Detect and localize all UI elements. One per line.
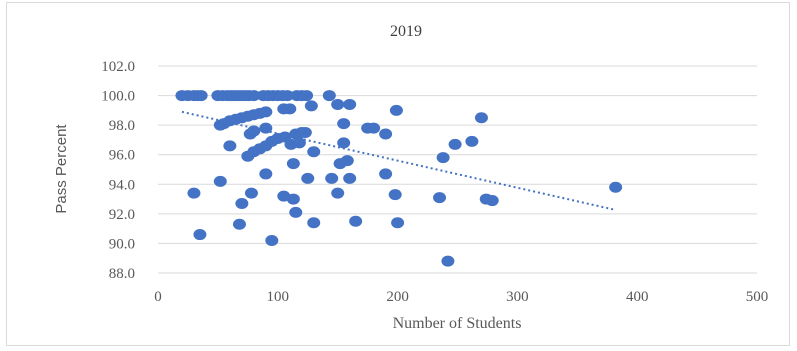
data-point bbox=[286, 158, 300, 170]
y-tick-label: 88.0 bbox=[109, 266, 135, 282]
data-point bbox=[304, 100, 318, 112]
data-point bbox=[609, 181, 623, 193]
data-point bbox=[193, 229, 207, 241]
x-tick-label: 300 bbox=[506, 289, 529, 305]
data-point bbox=[388, 189, 402, 201]
data-point bbox=[259, 168, 273, 180]
trendline-line bbox=[181, 110, 614, 211]
data-point bbox=[277, 103, 291, 115]
data-point bbox=[292, 137, 306, 149]
data-point bbox=[343, 98, 357, 110]
y-tick-label: 102.0 bbox=[101, 59, 135, 75]
data-point bbox=[436, 152, 450, 164]
y-axis-title: Pass Percent bbox=[53, 124, 70, 214]
data-point bbox=[243, 128, 257, 140]
data-point bbox=[286, 193, 300, 205]
data-point bbox=[367, 122, 381, 134]
x-tick-label: 500 bbox=[746, 289, 769, 305]
data-point bbox=[280, 90, 294, 102]
x-tick-label: 400 bbox=[626, 289, 649, 305]
x-tick-label: 200 bbox=[386, 289, 409, 305]
data-point bbox=[194, 90, 208, 102]
data-point bbox=[433, 192, 447, 204]
x-tick-label: 0 bbox=[154, 289, 162, 305]
data-point bbox=[474, 112, 488, 124]
y-tick-label: 96.0 bbox=[109, 148, 135, 164]
data-point bbox=[343, 172, 357, 184]
data-point bbox=[441, 255, 455, 267]
y-tick-label: 100.0 bbox=[101, 89, 135, 105]
data-point bbox=[241, 150, 255, 162]
data-point bbox=[389, 104, 403, 116]
data-point bbox=[213, 175, 227, 187]
data-point bbox=[337, 118, 351, 130]
data-point bbox=[333, 158, 347, 170]
trendline bbox=[181, 110, 614, 211]
x-tick-labels: 0 100 200 300 400 500 bbox=[154, 289, 768, 305]
data-point bbox=[244, 187, 258, 199]
data-point bbox=[337, 137, 351, 149]
data-point bbox=[298, 127, 312, 139]
x-tick-label: 100 bbox=[267, 289, 290, 305]
data-point bbox=[307, 146, 321, 158]
data-point bbox=[331, 187, 345, 199]
y-tick-label: 94.0 bbox=[109, 177, 135, 193]
data-point bbox=[485, 195, 499, 207]
data-point bbox=[223, 140, 237, 152]
y-tick-label: 92.0 bbox=[109, 207, 135, 223]
data-point bbox=[300, 90, 314, 102]
y-tick-label: 90.0 bbox=[109, 236, 135, 252]
data-point bbox=[301, 172, 315, 184]
data-point bbox=[187, 187, 201, 199]
data-point bbox=[349, 215, 363, 227]
data-point bbox=[289, 206, 303, 218]
x-axis-title: Number of Students bbox=[393, 315, 522, 332]
data-point bbox=[379, 168, 393, 180]
data-point bbox=[325, 172, 339, 184]
data-point bbox=[448, 138, 462, 150]
data-point bbox=[331, 98, 345, 110]
data-points bbox=[175, 90, 623, 267]
chart-frame bbox=[6, 2, 790, 346]
data-point bbox=[307, 217, 321, 229]
data-point bbox=[379, 128, 393, 140]
data-point bbox=[247, 90, 261, 102]
data-point bbox=[322, 90, 336, 102]
data-point bbox=[213, 119, 227, 131]
chart-title: 2019 bbox=[390, 23, 422, 40]
data-point bbox=[391, 217, 405, 229]
data-point bbox=[465, 135, 479, 147]
data-point bbox=[265, 234, 279, 246]
data-point bbox=[235, 198, 249, 210]
data-point bbox=[232, 218, 246, 230]
y-tick-labels: 88.0 90.0 92.0 94.0 96.0 98.0 100.0 102.0 bbox=[101, 59, 135, 282]
y-tick-label: 98.0 bbox=[109, 118, 135, 134]
data-point bbox=[259, 122, 273, 134]
